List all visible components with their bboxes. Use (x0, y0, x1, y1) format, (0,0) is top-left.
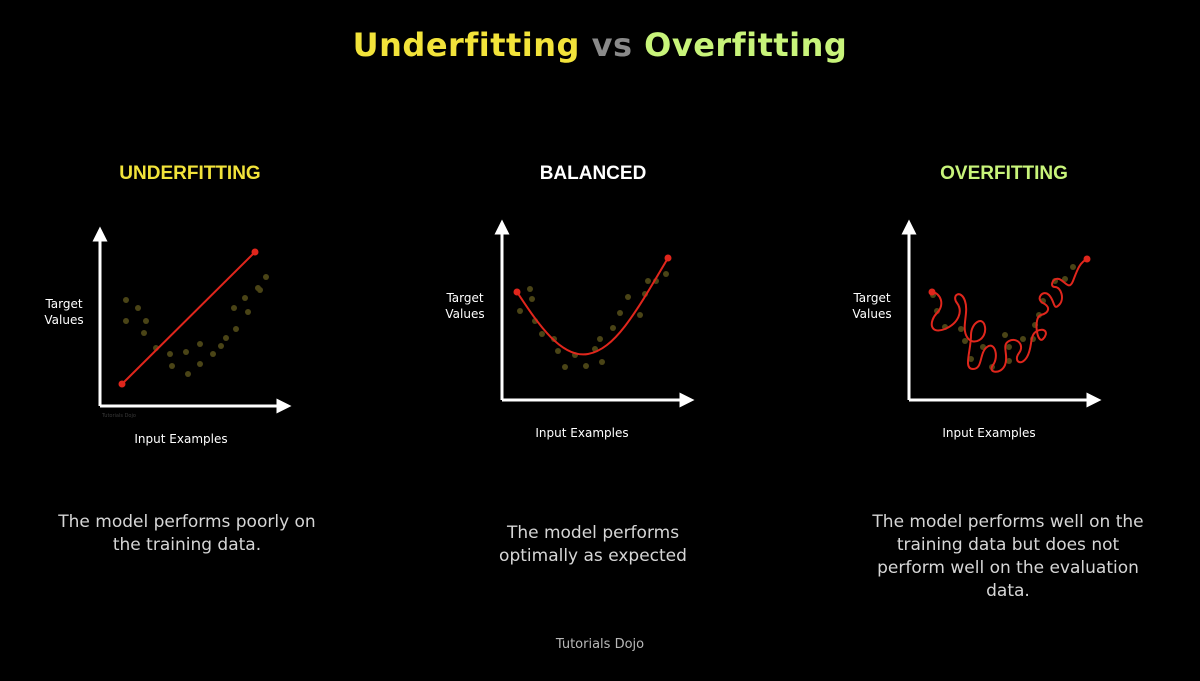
footer-credit: Tutorials Dojo (555, 637, 645, 652)
fit-curve-start-point (513, 288, 521, 296)
data-point (517, 308, 523, 314)
underfitting-description: The model performs poorly on the trainin… (58, 512, 316, 555)
data-point (135, 305, 141, 311)
data-point (958, 326, 964, 332)
underfitting-heading: UNDERFITTING (119, 163, 261, 184)
data-point (123, 318, 129, 324)
underfitting-x-axis-label: Input Examples (134, 432, 228, 446)
data-point (583, 363, 589, 369)
underfitting-data-points (123, 274, 269, 377)
underfitting-watermark: Tutorials Dojo (102, 413, 136, 419)
data-point (231, 305, 237, 311)
data-point (610, 325, 616, 331)
data-point (539, 331, 545, 337)
balanced-plot (494, 219, 695, 408)
data-point (183, 349, 189, 355)
data-point (599, 359, 605, 365)
data-point (968, 356, 974, 362)
data-point (663, 271, 669, 277)
data-point (637, 312, 643, 318)
title-underfitting: Underfitting (352, 26, 580, 64)
data-point (185, 371, 191, 377)
fit-line-start-point (118, 380, 126, 388)
balanced-x-axis-label: Input Examples (535, 426, 629, 440)
data-point (555, 348, 561, 354)
data-point (1002, 332, 1008, 338)
data-point (143, 318, 149, 324)
data-point (167, 351, 173, 357)
overfitting-x-axis-label: Input Examples (942, 426, 1036, 440)
data-point (1070, 264, 1076, 270)
fit-line-end-point (251, 248, 259, 256)
data-point (562, 364, 568, 370)
title-vs: vs (591, 26, 633, 64)
data-point (218, 343, 224, 349)
balanced-description: The model performs optimally as expected (499, 523, 687, 566)
underfitting-y-axis-label: Target Values (44, 297, 84, 327)
balanced-y-axis-label: Target Values (445, 291, 485, 321)
data-point (257, 287, 263, 293)
data-point (1062, 276, 1068, 282)
main-title: Underfitting vs Overfitting (0, 26, 1200, 64)
balanced-data-points (517, 271, 669, 370)
title-overfitting: Overfitting (644, 26, 848, 64)
overfitting-y-axis-label: Target Values (852, 291, 892, 321)
fit-curve-start-point (928, 288, 936, 296)
data-point (1006, 344, 1012, 350)
balanced-heading: BALANCED (539, 163, 647, 184)
data-point (617, 310, 623, 316)
fit-curve-end-point (664, 254, 672, 262)
data-point (245, 309, 251, 315)
underfitting-fit-line (121, 251, 256, 385)
data-point (210, 351, 216, 357)
data-point (169, 363, 175, 369)
data-point (1006, 358, 1012, 364)
data-point (197, 341, 203, 347)
balanced-fit-curve (516, 257, 669, 356)
data-point (1020, 336, 1026, 342)
data-point (962, 338, 968, 344)
data-point (645, 278, 651, 284)
overfitting-heading: OVERFITTING (940, 163, 1068, 184)
data-point (123, 297, 129, 303)
data-point (242, 295, 248, 301)
overfitting-fit-curve (930, 258, 1088, 373)
data-point (223, 335, 229, 341)
data-point (233, 326, 239, 332)
data-point (597, 336, 603, 342)
underfitting-plot (92, 226, 292, 414)
data-point (625, 294, 631, 300)
data-point (263, 274, 269, 280)
data-point (141, 330, 147, 336)
data-point (529, 296, 535, 302)
overfitting-description: The model performs well on the training … (872, 512, 1144, 601)
data-point (527, 286, 533, 292)
fit-curve-end-point (1083, 255, 1091, 263)
data-point (197, 361, 203, 367)
overfitting-plot (901, 219, 1102, 408)
